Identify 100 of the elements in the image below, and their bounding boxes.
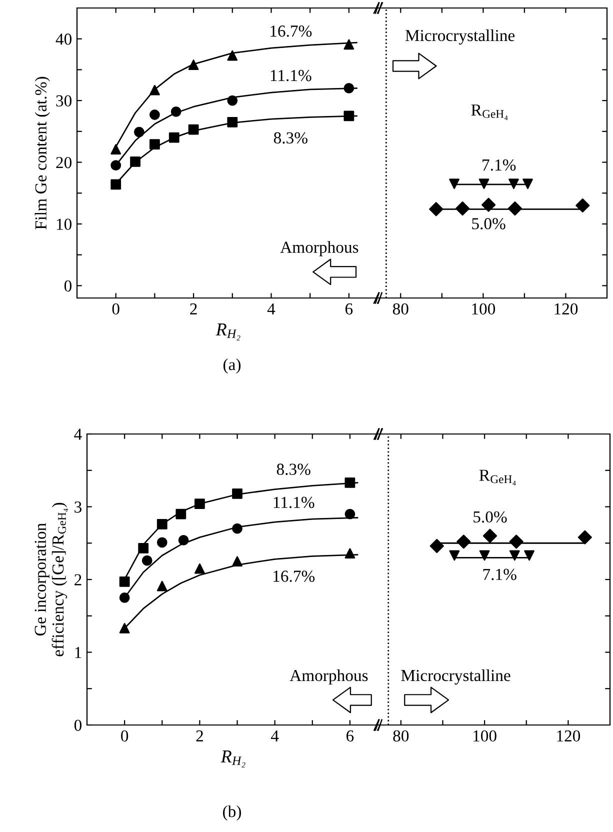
- point: [188, 124, 199, 135]
- y-tick-label: 0: [74, 720, 82, 731]
- x-tick-label: 2: [196, 730, 203, 742]
- annotation: R$_{GeH₄}$: [479, 470, 516, 486]
- y-tick-label: 30: [56, 95, 72, 106]
- text: (b): [223, 805, 241, 821]
- text: (a): [223, 358, 241, 374]
- y-tick-label: 20: [56, 156, 72, 168]
- annotation: Microcrystalline: [401, 669, 510, 685]
- point: [455, 201, 470, 216]
- point: [509, 550, 520, 561]
- point: [156, 537, 168, 548]
- point: [509, 534, 524, 549]
- x-tick-label: 4: [267, 303, 276, 314]
- y-tick-label: 4: [74, 428, 82, 440]
- point: [227, 50, 238, 61]
- point: [227, 116, 238, 128]
- point: [508, 178, 519, 190]
- series-label: 11.1%: [274, 496, 314, 508]
- point: [344, 83, 354, 94]
- x-tick-label: 4: [270, 730, 279, 742]
- x-tick-label: 6: [345, 303, 353, 315]
- x-tick-label: 120: [557, 730, 580, 742]
- x-tick-label: 2: [190, 303, 197, 314]
- series-label: 5.0%: [474, 511, 507, 523]
- legend-label: 16.7%: [270, 25, 312, 37]
- point: [149, 110, 160, 120]
- point: [119, 623, 130, 634]
- point: [449, 178, 460, 190]
- y-tick-label: 2: [74, 574, 82, 586]
- x-tick-label: 80: [392, 303, 408, 315]
- x-tick-label: 100: [472, 303, 496, 315]
- annotation: Amorphous: [290, 669, 368, 685]
- series-label: 5.0%: [472, 218, 506, 230]
- point: [110, 160, 122, 171]
- point: [227, 95, 238, 106]
- text: 8.3%: [274, 132, 308, 144]
- point: [156, 580, 168, 592]
- point: [156, 519, 168, 530]
- point: [110, 144, 122, 154]
- point: [232, 523, 242, 534]
- point: [430, 538, 444, 554]
- point: [119, 592, 130, 603]
- x-tick-label: 100: [474, 730, 496, 742]
- point: [178, 535, 189, 546]
- point: [522, 178, 533, 190]
- annotation: Amorphous: [280, 241, 358, 256]
- y-tick-label: 3: [74, 501, 82, 513]
- y-axis-title: Film Ge content (at.%): [34, 76, 50, 230]
- point: [119, 576, 130, 587]
- y-tick-label: 1: [75, 647, 82, 658]
- point: [449, 550, 460, 561]
- x-tick-label: 0: [112, 303, 120, 315]
- x-axis-title: R$_{H₂}$: [220, 750, 246, 768]
- point: [194, 563, 205, 574]
- point: [149, 139, 160, 150]
- point: [188, 60, 199, 70]
- point: [130, 156, 140, 167]
- point: [479, 550, 490, 561]
- point: [138, 543, 149, 554]
- y-tick-label: 0: [64, 280, 72, 292]
- point: [344, 548, 356, 559]
- y-tick-label: 10: [56, 218, 72, 230]
- point: [168, 132, 180, 143]
- point: [232, 556, 242, 567]
- point: [110, 179, 122, 190]
- point: [456, 534, 471, 549]
- series-label: 7.1%: [483, 568, 516, 580]
- y-tick-label: 40: [56, 34, 72, 45]
- point: [344, 39, 354, 50]
- point: [482, 528, 498, 543]
- y-axis-title: Ge incorporation efficiency ([Ge]/R$_{GeH₄}$): [34, 502, 68, 656]
- x-tick-label: 0: [121, 730, 128, 742]
- point: [578, 530, 592, 544]
- point: [176, 508, 186, 520]
- point: [429, 202, 444, 216]
- point: [344, 110, 354, 122]
- point: [194, 498, 205, 510]
- point: [524, 550, 534, 561]
- annotation: R$_{GeH₄}$: [471, 104, 508, 120]
- text: 11.1%: [270, 70, 312, 82]
- x-tick-label: 80: [393, 730, 409, 742]
- x-tick-label: 120: [554, 303, 578, 315]
- point: [508, 201, 522, 216]
- point: [576, 198, 590, 213]
- text: 8.3%: [276, 464, 310, 475]
- point: [481, 198, 496, 212]
- point: [344, 478, 356, 488]
- annotation: Microcrystalline: [405, 29, 515, 45]
- point: [478, 178, 490, 190]
- point: [149, 84, 160, 96]
- x-tick-label: 6: [346, 730, 354, 742]
- point: [344, 508, 356, 520]
- point: [170, 106, 182, 117]
- series-label: 16.7%: [274, 570, 315, 582]
- x-axis-title: R$_{H₂}$: [216, 324, 240, 340]
- series-label: 7.1%: [482, 159, 516, 171]
- point: [232, 488, 242, 499]
- point: [142, 555, 152, 566]
- point: [134, 126, 144, 138]
